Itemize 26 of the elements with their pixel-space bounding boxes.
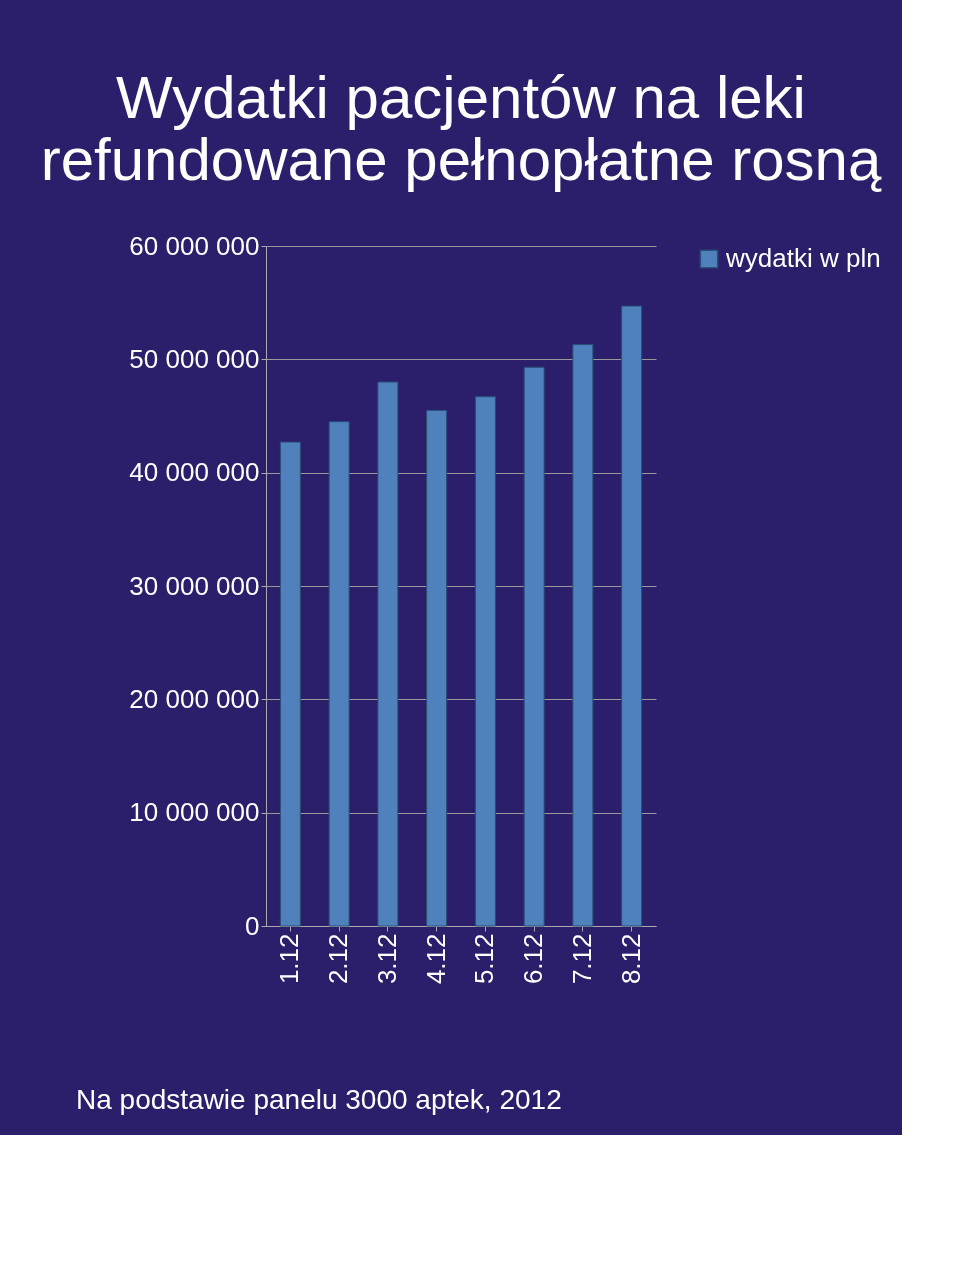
bar — [523, 366, 545, 927]
bar — [377, 381, 399, 927]
y-tick-label: 60 000 000 — [129, 230, 260, 261]
bar — [279, 441, 301, 927]
x-tick-label: 8.12 — [615, 933, 646, 985]
text: Na podstawie panelu 3000 aptek, 2012 — [76, 1084, 562, 1115]
x-tick-label: 4.12 — [420, 933, 451, 985]
x-tick-label: 1.12 — [274, 933, 305, 985]
x-tick-label: 3.12 — [371, 933, 402, 985]
bar — [621, 305, 643, 927]
bar — [426, 409, 448, 927]
y-tick-label: 10 000 000 — [129, 797, 260, 828]
y-tick-label: 40 000 000 — [129, 457, 260, 488]
x-tick-label: 6.12 — [518, 933, 549, 985]
legend-label: wydatki w pln — [725, 243, 881, 273]
x-tick-label: 7.12 — [566, 933, 597, 985]
y-tick-label: 50 000 000 — [129, 343, 260, 374]
y-tick-label: 30 000 000 — [129, 570, 260, 601]
bar — [328, 421, 350, 927]
text: Wydatki pacjentów na leki — [116, 64, 806, 131]
y-tick-label: 0 — [245, 910, 260, 941]
bar — [474, 396, 496, 927]
x-tick-label: 5.12 — [469, 933, 500, 985]
y-tick-label: 20 000 000 — [129, 683, 260, 714]
bar — [572, 344, 594, 927]
x-tick-label: 2.12 — [323, 933, 354, 985]
